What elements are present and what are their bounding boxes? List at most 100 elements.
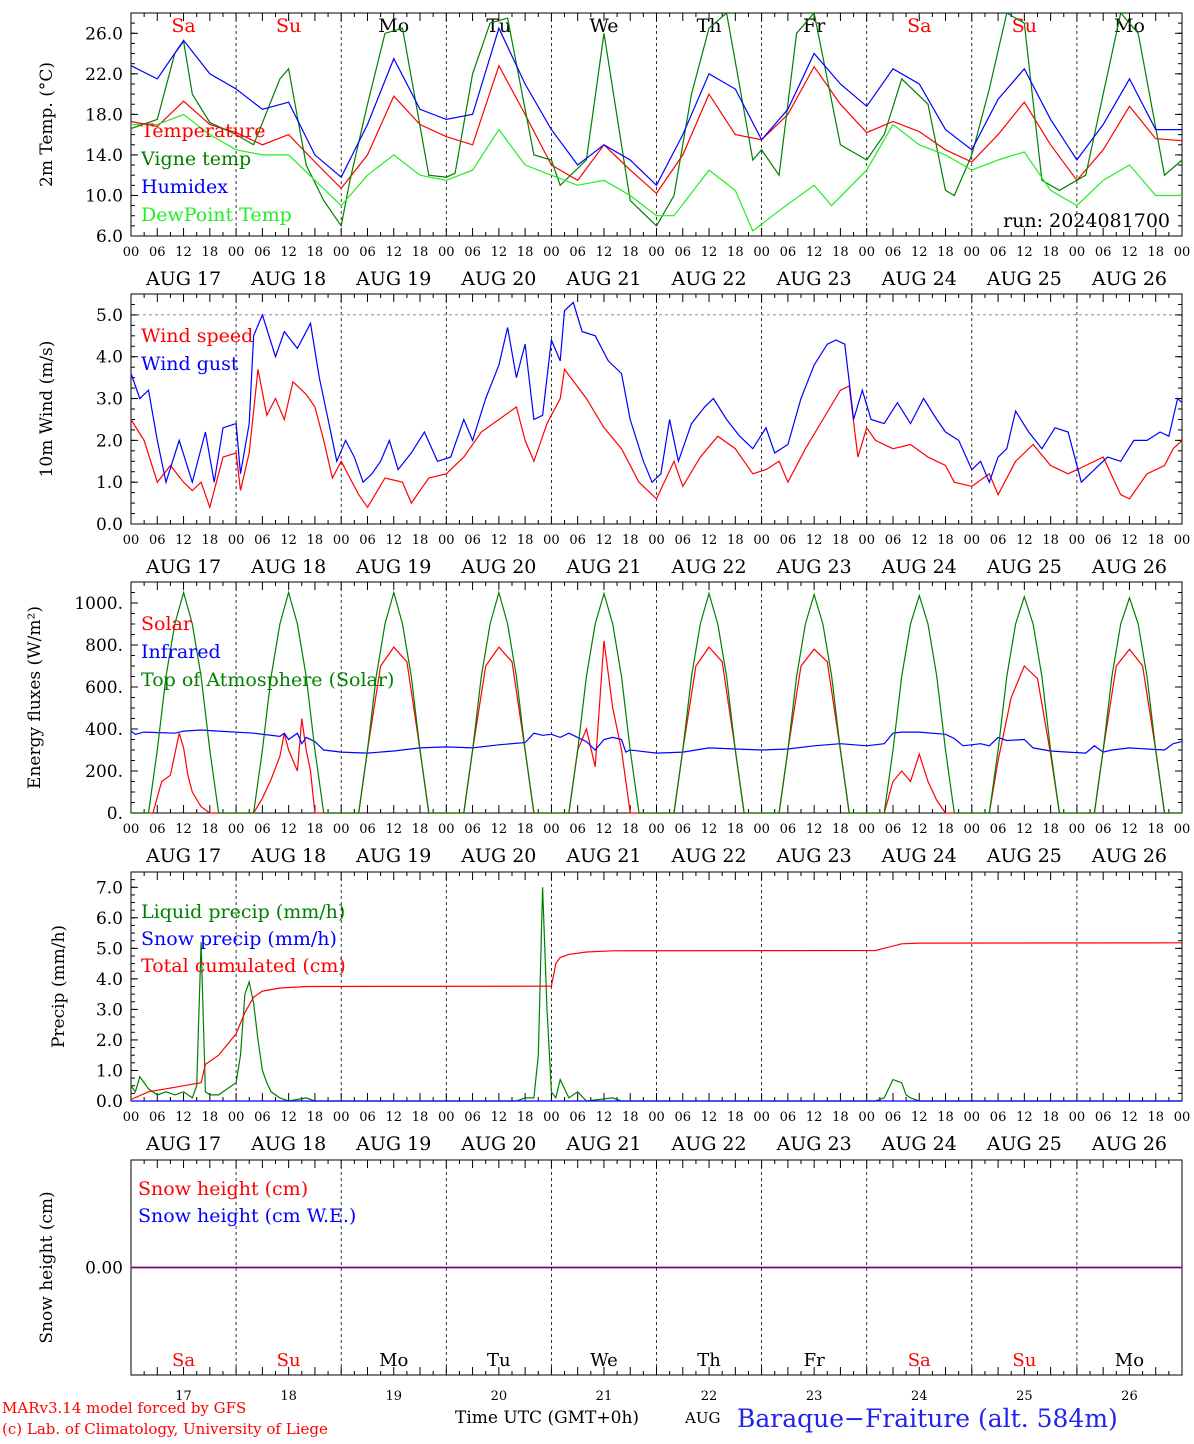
y-tick-label: 1.0 [96, 473, 123, 493]
x-date-label: AUG 26 [1091, 845, 1167, 867]
day-number-label: 17 [175, 1389, 192, 1404]
x-date-label: AUG 24 [881, 556, 957, 578]
x-date-label: AUG 18 [250, 1133, 326, 1155]
series-line-wind-speed [130, 367, 1183, 510]
x-hour-label: 18 [1147, 822, 1164, 837]
x-hour-label: 12 [1121, 245, 1138, 260]
x-date-label: AUG 24 [881, 845, 957, 867]
x-hour-label: 00 [964, 533, 981, 548]
series-line-solar [131, 640, 1182, 814]
x-hour-label: 06 [1095, 245, 1112, 260]
x-hour-label: 00 [543, 245, 560, 260]
plot-frame [130, 12, 1183, 237]
x-date-label: AUG 20 [460, 1133, 536, 1155]
x-hour-label: 00 [438, 822, 455, 837]
y-tick-label: 1.0 [96, 1061, 123, 1081]
x-date-label: AUG 17 [145, 556, 221, 578]
x-hour-label: 06 [990, 1110, 1007, 1125]
legend-entry: Wind speed [141, 325, 253, 347]
x-hour-label: 12 [175, 533, 192, 548]
y-axis-label: Energy fluxes (W/m²) [25, 606, 45, 789]
weekday-label: Su [276, 15, 301, 37]
x-date-label: AUG 20 [460, 268, 536, 290]
day-number-label: 20 [491, 1389, 508, 1404]
x-hour-label: 00 [753, 245, 770, 260]
x-date-label: AUG 19 [355, 556, 431, 578]
legend-entry: Snow height (cm) [138, 1178, 308, 1200]
y-tick-label: 14.0 [85, 146, 123, 166]
x-date-label: AUG 21 [565, 1133, 641, 1155]
x-hour-label: 18 [1147, 533, 1164, 548]
x-hour-label: 00 [1069, 822, 1086, 837]
x-hour-label: 00 [1174, 533, 1191, 548]
y-tick-label: 26.0 [85, 24, 123, 44]
x-hour-label: 06 [780, 533, 797, 548]
x-date-label: AUG 21 [565, 268, 641, 290]
x-hour-label: 00 [1174, 822, 1191, 837]
x-hour-label: 06 [149, 533, 166, 548]
x-date-label: AUG 17 [145, 1133, 221, 1155]
x-hour-label: 06 [359, 533, 376, 548]
series-line-dewpoint-temp [131, 113, 1182, 232]
x-hour-label: 12 [911, 1110, 928, 1125]
y-tick-label: 0.00 [85, 1259, 123, 1279]
x-hour-label: 00 [648, 822, 665, 837]
x-hour-label: 00 [228, 1110, 245, 1125]
x-date-label: AUG 26 [1091, 268, 1167, 290]
x-hour-label: 18 [622, 245, 639, 260]
x-hour-label: 00 [333, 245, 350, 260]
x-hour-label: 00 [858, 1110, 875, 1125]
weekday-label-bottom: Th [697, 1350, 721, 1371]
x-hour-label: 18 [832, 822, 849, 837]
x-date-label: AUG 22 [670, 268, 746, 290]
x-hour-label: 12 [491, 533, 508, 548]
series-line-humidex [130, 26, 1182, 187]
legend-entry: Snow precip (mm/h) [141, 928, 337, 950]
series-line-temperature [130, 64, 1183, 195]
x-hour-label: 12 [1016, 822, 1033, 837]
y-tick-label: 400. [85, 720, 123, 740]
series-line-total-cumulated-cm- [130, 942, 1183, 1101]
x-date-label: AUG 22 [670, 1133, 746, 1155]
panel-4: 0.0 1.0 2.0 3.0 4.0 5.0 6.0 7.0 Precip (mm/h) 00 0… [49, 871, 1190, 1155]
x-hour-label: 12 [1121, 822, 1138, 837]
x-hour-label: 18 [832, 533, 849, 548]
y-tick-label: 1000. [74, 594, 123, 614]
x-hour-label: 12 [701, 1110, 718, 1125]
x-hour-label: 18 [1042, 822, 1059, 837]
day-number-label: 26 [1121, 1389, 1138, 1404]
x-hour-label: 00 [964, 1110, 981, 1125]
y-tick-label: 5.0 [96, 939, 123, 959]
y-tick-label: 600. [85, 678, 123, 698]
panel-2: 0.0 1.0 2.0 3.0 4.0 5.0 10m Wind (m/s) 00 06 12 18… [37, 293, 1191, 578]
y-axis-label: 2m Temp. (°C) [37, 62, 57, 187]
series-line-infrared [130, 729, 1183, 754]
x-hour-label: 00 [438, 245, 455, 260]
x-hour-label: 18 [517, 822, 534, 837]
x-hour-label: 12 [175, 822, 192, 837]
time-axis-label: Time UTC (GMT+0h) [455, 1408, 639, 1428]
legend-entry: Snow height (cm W.E.) [138, 1205, 356, 1227]
series-line-vigne-temp [130, 11, 1183, 228]
x-date-label: AUG 24 [881, 1133, 957, 1155]
x-hour-label: 06 [780, 245, 797, 260]
day-number-label: 25 [1016, 1389, 1033, 1404]
x-date-label: AUG 24 [881, 268, 957, 290]
x-hour-label: 12 [491, 822, 508, 837]
y-tick-label: 200. [85, 762, 123, 782]
x-hour-label: 18 [622, 822, 639, 837]
weekday-label: Tu [486, 15, 511, 37]
x-hour-label: 12 [701, 245, 718, 260]
x-hour-label: 18 [202, 822, 219, 837]
x-hour-label: 18 [307, 245, 324, 260]
x-hour-label: 18 [412, 533, 429, 548]
x-hour-label: 18 [832, 245, 849, 260]
x-date-label: AUG 17 [145, 845, 221, 867]
weekday-label: Sa [171, 15, 195, 37]
x-hour-label: 00 [228, 533, 245, 548]
x-hour-label: 00 [858, 533, 875, 548]
x-date-label: AUG 18 [250, 556, 326, 578]
legend-entry: DewPoint Temp [141, 204, 292, 226]
x-hour-label: 06 [149, 1110, 166, 1125]
panel-3: 0. 200. 400. 600. 800. 1000. Energy fluxes (W/… [25, 581, 1191, 867]
